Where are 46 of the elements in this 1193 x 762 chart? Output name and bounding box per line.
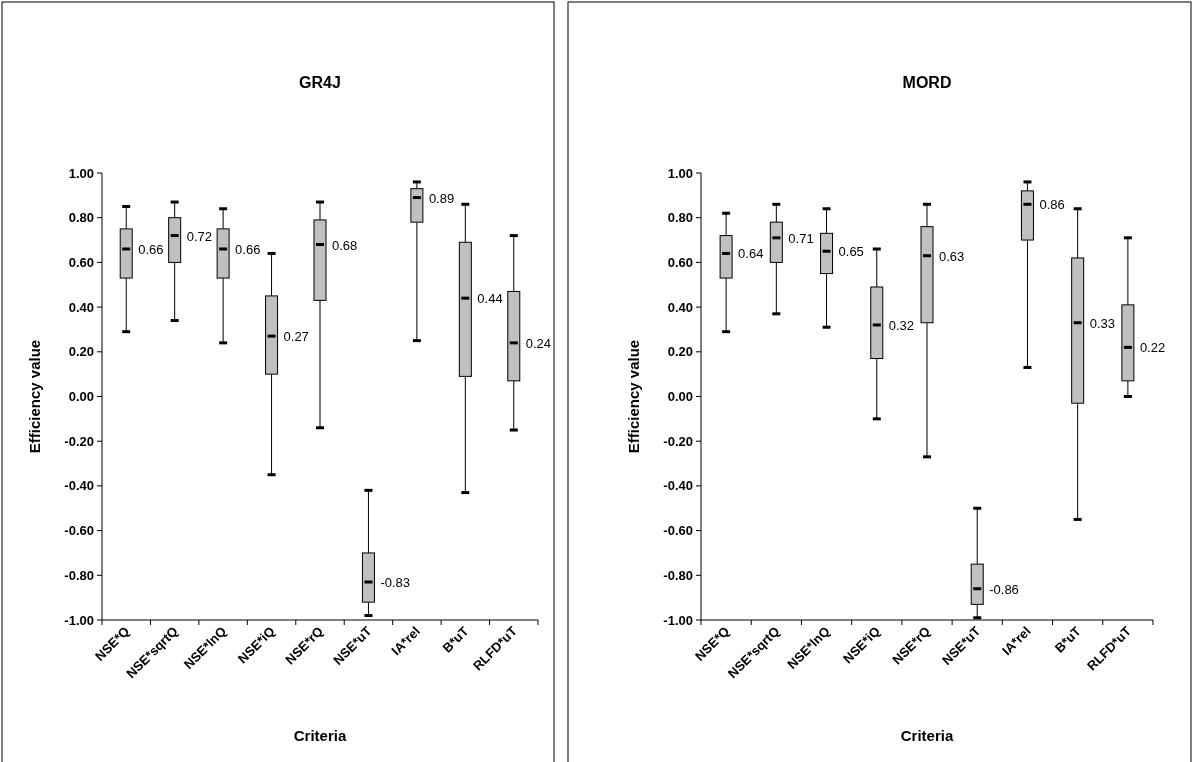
- x-axis-title: Criteria: [293, 727, 347, 744]
- y-tick-label: 0.80: [68, 210, 94, 226]
- y-tick-label: 1.00: [667, 165, 693, 181]
- x-axis-title: Criteria: [900, 727, 954, 744]
- text: 0.64: [738, 246, 764, 262]
- y-tick-label: 0.20: [667, 344, 693, 360]
- y-tick-label: 0.60: [68, 254, 94, 270]
- y-tick-label: -0.60: [663, 523, 693, 539]
- y-tick-label: 0.00: [667, 389, 693, 404]
- y-tick-label: -0.20: [64, 433, 94, 449]
- text: 0.66: [138, 241, 164, 257]
- text: 0.71: [788, 230, 814, 246]
- y-tick-label: 0.00: [68, 389, 94, 404]
- y-tick-label: -0.40: [64, 478, 94, 494]
- y-tick-label: -0.60: [64, 523, 94, 539]
- text: 0.89: [428, 190, 455, 206]
- y-tick-label: -1.00: [64, 612, 94, 628]
- y-tick-label: 0.40: [667, 299, 693, 315]
- text: 0.65: [838, 244, 864, 260]
- y-axis-title: Efficiency value: [26, 339, 43, 454]
- y-tick-label: -0.20: [663, 433, 693, 449]
- text: -0.83: [380, 575, 411, 591]
- y-tick-label: -0.40: [663, 478, 693, 494]
- y-tick-label: 0.60: [667, 254, 693, 270]
- text: 0.27: [283, 329, 309, 345]
- text: 0.86: [1039, 197, 1065, 213]
- chart-title: MORD: [902, 74, 952, 91]
- text: 0.22: [1139, 340, 1166, 356]
- y-tick-label: -0.80: [663, 567, 693, 583]
- y-tick-label: 0.40: [68, 299, 94, 315]
- text: 0.33: [1089, 315, 1115, 331]
- text: 0.32: [888, 317, 915, 333]
- y-tick-label: 0.80: [667, 210, 693, 226]
- text: -0.86: [989, 581, 1019, 597]
- text: 0.44: [477, 291, 503, 307]
- y-tick-label: 1.00: [68, 165, 94, 181]
- y-tick-label: -0.80: [64, 567, 94, 583]
- text: 0.72: [186, 228, 212, 244]
- y-axis-title: Efficiency value: [625, 339, 642, 454]
- y-tick-label: -1.00: [663, 612, 693, 628]
- text: 0.68: [332, 237, 358, 253]
- text: 0.66: [235, 241, 261, 257]
- y-tick-label: 0.20: [68, 344, 94, 360]
- chart-title: GR4J: [299, 74, 341, 91]
- text: 0.63: [939, 248, 965, 264]
- text: 0.24: [525, 335, 552, 351]
